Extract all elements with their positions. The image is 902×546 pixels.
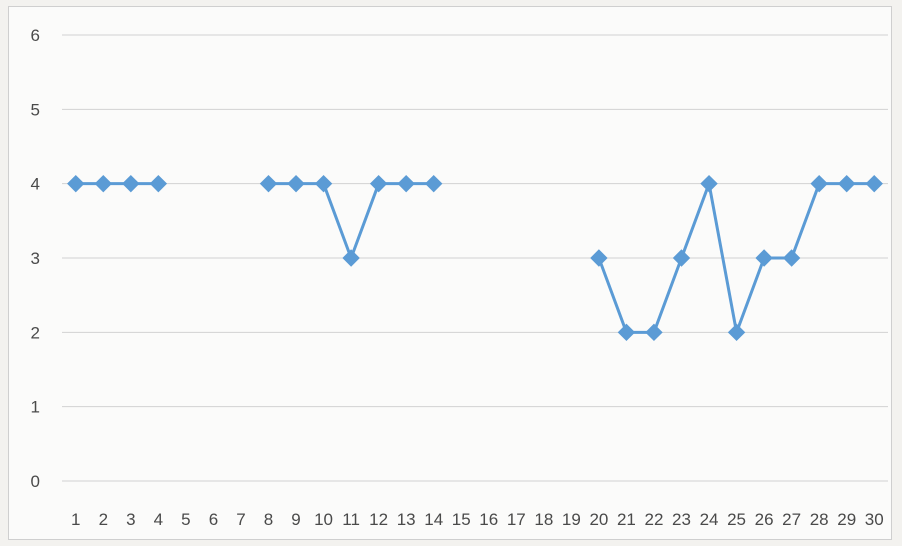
data-point-marker [259, 174, 278, 193]
y-tick-label: 1 [31, 398, 40, 417]
y-tick-label: 2 [31, 323, 40, 342]
data-point-marker [755, 249, 773, 267]
data-point-marker [94, 174, 113, 193]
x-tick-label: 9 [291, 510, 300, 529]
data-point-marker [810, 174, 828, 193]
y-tick-label: 3 [31, 249, 40, 268]
series-line-segment [268, 182, 434, 260]
data-point-marker [672, 249, 691, 267]
data-point-marker [782, 249, 801, 267]
x-tick-label: 25 [727, 510, 746, 529]
y-tick-label: 5 [31, 100, 40, 119]
data-point-marker [645, 323, 663, 342]
x-tick-label: 5 [181, 510, 190, 529]
x-tick-label: 26 [755, 510, 774, 529]
data-point-marker [287, 174, 305, 193]
y-tick-label: 0 [31, 472, 40, 491]
x-tick-label: 3 [126, 510, 135, 529]
data-point-marker [149, 174, 168, 193]
x-tick-label: 12 [369, 510, 388, 529]
x-tick-label: 16 [479, 510, 498, 529]
y-tick-label: 6 [31, 26, 40, 45]
x-tick-label: 1 [71, 510, 80, 529]
data-point-marker [314, 174, 333, 193]
data-point-marker [397, 174, 415, 193]
y-axis-ticks: 0 1 2 3 4 5 6 [31, 26, 40, 491]
data-point-marker [727, 323, 746, 342]
x-tick-label: 28 [810, 510, 829, 529]
y-tick-label: 4 [31, 175, 40, 194]
data-point-marker [700, 174, 718, 193]
x-tick-label: 19 [562, 510, 581, 529]
x-tick-label: 6 [209, 510, 218, 529]
x-tick-label: 11 [342, 510, 360, 529]
x-axis-ticks: 1 2 3 4 5 6 7 8 9 10 11 12 13 14 15 16 17 18 19 20 21 22 23 24 2… [71, 510, 884, 529]
x-tick-label: 29 [837, 510, 856, 529]
data-point-marker [342, 249, 360, 267]
x-tick-label: 18 [534, 510, 553, 529]
x-tick-label: 10 [314, 510, 333, 529]
x-tick-label: 8 [264, 510, 273, 529]
gridlines [62, 34, 888, 482]
data-point-marker [590, 249, 608, 267]
data-point-marker [424, 174, 443, 193]
x-tick-label: 21 [617, 510, 636, 529]
x-tick-label: 15 [452, 510, 471, 529]
x-tick-label: 27 [782, 510, 801, 529]
data-point-marker [369, 174, 388, 193]
x-tick-label: 20 [589, 510, 608, 529]
x-tick-label: 4 [154, 510, 163, 529]
data-point-marker [617, 323, 636, 342]
data-point-marker [837, 174, 856, 193]
x-tick-label: 22 [645, 510, 664, 529]
data-point-marker [865, 174, 883, 193]
x-tick-label: 14 [424, 510, 443, 529]
x-tick-label: 17 [507, 510, 526, 529]
x-tick-label: 24 [700, 510, 719, 529]
x-tick-label: 23 [672, 510, 691, 529]
x-tick-label: 13 [397, 510, 416, 529]
x-tick-label: 7 [236, 510, 245, 529]
data-point-marker [122, 174, 140, 193]
data-point-marker [67, 174, 85, 193]
chart-area [8, 6, 892, 540]
x-tick-label: 2 [99, 510, 108, 529]
series-markers [67, 174, 883, 342]
x-tick-label: 30 [865, 510, 884, 529]
